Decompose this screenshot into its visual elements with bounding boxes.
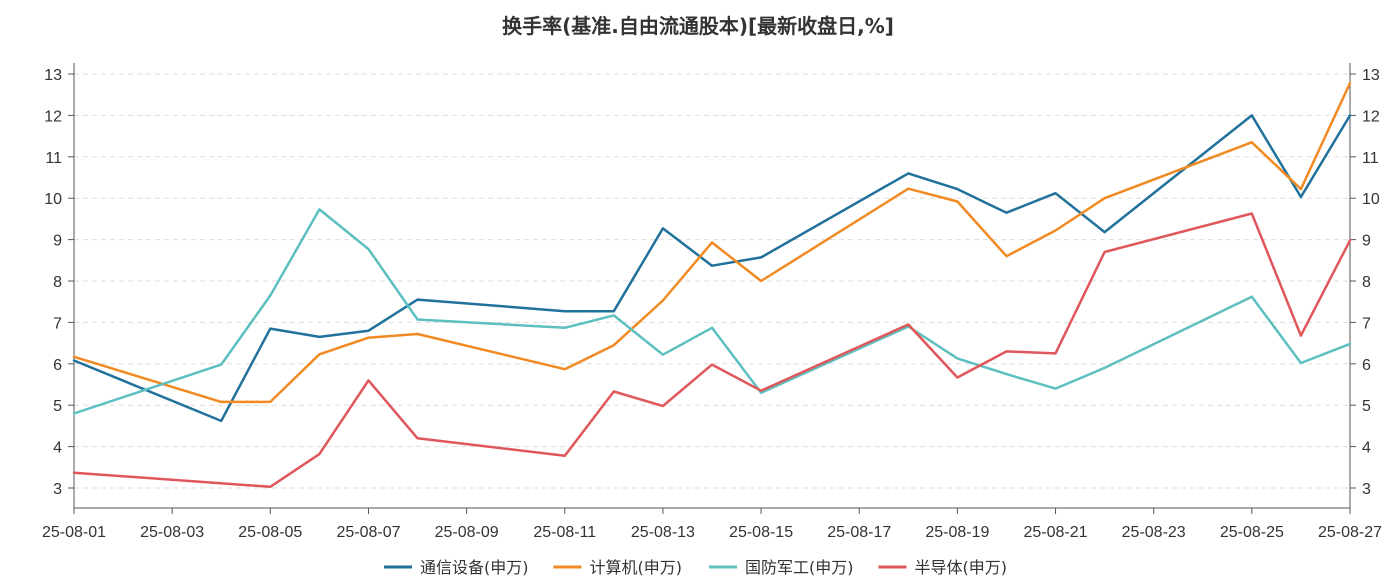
series-line-2 bbox=[72, 81, 1352, 404]
chart-title: 换手率(基准.自由流通股本)[最新收盘日,%] bbox=[502, 14, 894, 38]
y-tick-label-left: 4 bbox=[53, 440, 62, 457]
y-tick-label-right: 8 bbox=[1362, 274, 1371, 291]
y-tick-label-right: 12 bbox=[1362, 108, 1380, 125]
y-tick-label-left: 8 bbox=[53, 274, 62, 291]
axes: 3 3 4 4 5 5 6 6 7 7 8 8 9 9 10 10 11 11 12 12 13 13 25-08-01 25… bbox=[42, 63, 1382, 541]
y-tick-label-right: 10 bbox=[1362, 191, 1380, 208]
series-line-3 bbox=[72, 208, 1352, 415]
y-tick-label-right: 11 bbox=[1362, 150, 1379, 167]
y-tick-label-left: 9 bbox=[53, 233, 62, 250]
y-tick-label-right: 6 bbox=[1362, 357, 1371, 374]
x-tick-label: 25-08-09 bbox=[435, 524, 499, 541]
legend-item-3[interactable]: 国防军工(申万) bbox=[709, 558, 854, 577]
series-line-4 bbox=[72, 212, 1352, 489]
x-tick-label: 25-08-21 bbox=[1024, 524, 1088, 541]
y-tick-label-left: 10 bbox=[44, 191, 62, 208]
y-tick-label-left: 3 bbox=[53, 481, 62, 498]
x-tick-label: 25-08-13 bbox=[631, 524, 695, 541]
series-line-1 bbox=[72, 114, 1352, 423]
x-tick-label: 25-08-01 bbox=[42, 524, 106, 541]
grid-lines bbox=[74, 73, 1350, 489]
x-tick-label: 25-08-05 bbox=[238, 524, 302, 541]
y-tick-label-right: 7 bbox=[1362, 315, 1371, 332]
y-tick-label-right: 3 bbox=[1362, 481, 1371, 498]
y-tick-label-left: 5 bbox=[53, 398, 62, 415]
legend-item-1[interactable]: 通信设备(申万) bbox=[384, 558, 529, 577]
legend-label: 国防军工(申万) bbox=[745, 558, 854, 577]
y-tick-label-right: 13 bbox=[1362, 67, 1380, 84]
legend-item-4[interactable]: 半导体(申万) bbox=[878, 558, 1007, 577]
legend[interactable]: 通信设备(申万) 计算机(申万) 国防军工(申万) 半导体(申万) bbox=[384, 558, 1007, 577]
legend-label: 半导体(申万) bbox=[914, 558, 1007, 577]
x-tick-label: 25-08-27 bbox=[1318, 524, 1382, 541]
series-lines bbox=[72, 81, 1352, 489]
y-tick-label-right: 4 bbox=[1362, 440, 1371, 457]
x-tick-label: 25-08-03 bbox=[140, 524, 204, 541]
legend-label: 计算机(申万) bbox=[589, 558, 682, 577]
x-tick-label: 25-08-07 bbox=[336, 524, 400, 541]
y-tick-label-right: 5 bbox=[1362, 398, 1371, 415]
y-tick-label-left: 7 bbox=[53, 315, 62, 332]
legend-item-2[interactable]: 计算机(申万) bbox=[553, 558, 682, 577]
x-tick-label: 25-08-25 bbox=[1220, 524, 1284, 541]
y-tick-label-left: 12 bbox=[44, 108, 62, 125]
y-tick-label-left: 6 bbox=[53, 357, 62, 374]
x-tick-label: 25-08-17 bbox=[827, 524, 891, 541]
x-tick-label: 25-08-11 bbox=[533, 524, 596, 541]
y-tick-label-left: 11 bbox=[45, 150, 62, 167]
y-tick-label-left: 13 bbox=[44, 67, 62, 84]
legend-label: 通信设备(申万) bbox=[420, 558, 529, 577]
x-tick-label: 25-08-15 bbox=[729, 524, 793, 541]
x-tick-label: 25-08-23 bbox=[1122, 524, 1186, 541]
x-tick-label: 25-08-19 bbox=[925, 524, 989, 541]
y-tick-label-right: 9 bbox=[1362, 233, 1371, 250]
